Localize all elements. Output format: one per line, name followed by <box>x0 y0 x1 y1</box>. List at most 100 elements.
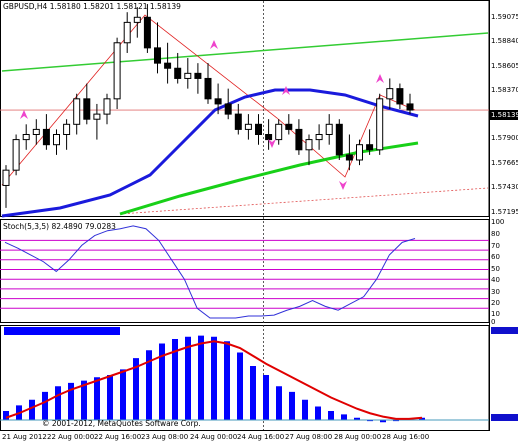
candle-body <box>255 123 262 136</box>
macd-bar <box>29 399 35 420</box>
stoch-tick: 100 <box>491 218 505 226</box>
candle-body <box>295 128 303 151</box>
macd-bar <box>185 336 191 420</box>
macd-bar <box>133 358 139 420</box>
stoch-tick: 40 <box>491 276 500 284</box>
macd-bar <box>107 375 113 420</box>
date-label: 23 Aug 08:00 <box>141 433 189 441</box>
price-tick: 1.57195 <box>491 208 518 216</box>
macd-bar <box>120 369 126 420</box>
price-tick: 1.57900 <box>491 134 518 142</box>
macd-bar <box>328 411 334 420</box>
date-label: 24 Aug 16:00 <box>237 433 285 441</box>
macd-bar <box>172 339 178 420</box>
symbol-label: GBPUSD,H4 <box>3 2 48 11</box>
candle-body <box>184 72 192 79</box>
macd-bar <box>393 420 399 422</box>
candle-body <box>305 139 313 151</box>
macd-band <box>4 327 120 335</box>
macd-bar <box>159 343 165 420</box>
candle-body <box>265 134 273 141</box>
stoch-panel-frame <box>0 219 490 323</box>
price-tick: 1.57665 <box>491 159 518 167</box>
macd-bar <box>94 377 100 420</box>
stoch-tick: 80 <box>491 230 500 238</box>
date-label: 22 Aug 16:00 <box>94 433 142 441</box>
macd-bar <box>224 341 230 420</box>
candle-body <box>275 123 283 141</box>
macd-bar <box>419 417 425 420</box>
copyright-text: © 2001-2012, MetaQuotes Software Corp. <box>42 419 201 428</box>
macd-bar <box>315 406 321 420</box>
macd-bar <box>289 391 295 420</box>
candle-body <box>234 113 242 130</box>
macd-bar <box>146 350 152 420</box>
candle-body <box>32 128 40 135</box>
candle-body <box>103 98 111 115</box>
date-label: 21 Aug 2012 <box>2 433 47 441</box>
candle-body <box>325 123 333 136</box>
candle-body <box>366 144 374 151</box>
fractal-arrow <box>268 139 276 148</box>
candle-body <box>194 72 202 79</box>
candle-body <box>386 88 394 100</box>
candle-body <box>244 123 252 130</box>
candle-body <box>63 123 71 136</box>
candle-body <box>345 154 353 161</box>
candle-body <box>204 77 212 100</box>
macd-bar <box>263 375 269 420</box>
stoch-tick: 30 <box>491 288 500 296</box>
candle-body <box>22 134 30 141</box>
macd-bar <box>3 411 9 420</box>
price-tick: 1.57430 <box>491 183 518 191</box>
macd-bar <box>55 386 61 420</box>
date-label: 28 Aug 16:00 <box>382 433 430 441</box>
macd-bar <box>250 366 256 420</box>
stoch-tick: 20 <box>491 299 500 307</box>
candle-body <box>53 134 60 146</box>
stoch-tick: 70 <box>491 242 500 250</box>
candle-body <box>164 62 172 69</box>
ohlc-values: 1.58180 1.58201 1.58121 1.58139 <box>49 2 181 11</box>
stoch-label: Stoch(5,3,5) 82.4890 79.0283 <box>3 222 116 231</box>
fractal-arrow <box>20 110 28 119</box>
macd-signal-line <box>5 340 423 420</box>
stoch-tick: 50 <box>491 265 500 273</box>
candle-body <box>12 139 20 171</box>
current-price-tag: 1.58139 <box>489 110 518 120</box>
candle-body <box>2 169 10 186</box>
candle-body <box>376 98 384 151</box>
candle-body <box>123 21 131 44</box>
channel-line-upper <box>1 32 489 72</box>
stoch-tick: 60 <box>491 253 500 261</box>
chart-header: GBPUSD,H4 1.58180 1.58201 1.58121 1.5813… <box>3 2 181 11</box>
candle-body <box>214 98 222 105</box>
candle-body <box>133 16 141 23</box>
candle-body <box>154 47 161 64</box>
macd-bar <box>42 391 48 420</box>
macd-bar <box>198 335 204 420</box>
date-label: 22 Aug 00:00 <box>47 433 95 441</box>
fractal-arrow <box>376 74 384 83</box>
stoch-tick: 10 <box>491 310 500 318</box>
candle-body <box>396 88 404 105</box>
channel-line-lower <box>119 187 489 215</box>
price-tick: 1.58840 <box>491 37 518 45</box>
fractal-arrow <box>210 40 218 49</box>
date-label: 27 Aug 08:00 <box>285 433 333 441</box>
macd-bar <box>211 336 217 420</box>
date-label: 28 Aug 00:00 <box>334 433 382 441</box>
candle-body <box>174 67 182 79</box>
macd-level-tag <box>491 327 518 334</box>
candle-body <box>224 103 232 115</box>
candle-body <box>93 113 101 120</box>
macd-bar <box>380 420 386 423</box>
candle-body <box>113 42 121 100</box>
candle-body <box>42 128 50 146</box>
stoch-main-line <box>4 225 416 319</box>
candle-body <box>356 144 363 161</box>
candle-body <box>315 134 323 141</box>
macd-bar <box>367 420 373 422</box>
candle-body <box>83 98 91 120</box>
